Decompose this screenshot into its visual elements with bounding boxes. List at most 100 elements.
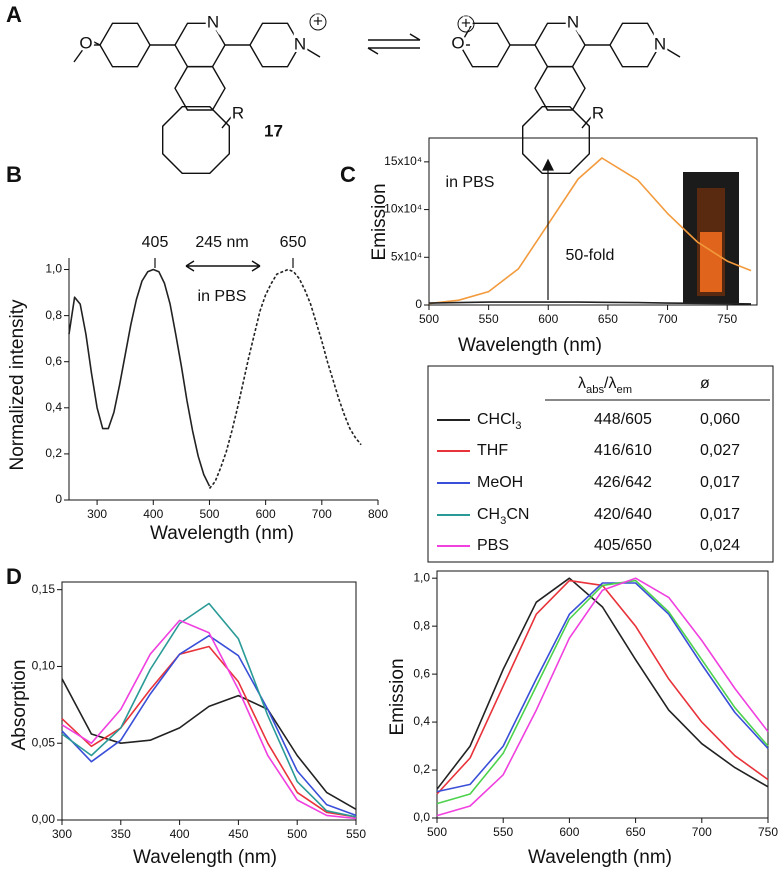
series-line bbox=[436, 579, 769, 805]
panel-label: B bbox=[6, 162, 22, 187]
x-tick-label: 800 bbox=[368, 507, 388, 521]
x-tick-label: 500 bbox=[287, 827, 307, 841]
atom-label: N bbox=[294, 34, 306, 53]
atom-label: R bbox=[232, 103, 244, 122]
series-line bbox=[436, 577, 769, 817]
y-tick-label: 1,0 bbox=[45, 262, 62, 276]
quantum-yield: 0,027 bbox=[700, 442, 740, 459]
atom-label: N bbox=[654, 34, 666, 53]
x-tick-label: 700 bbox=[312, 507, 332, 521]
ring bbox=[522, 105, 590, 175]
y-tick-label: 0,6 bbox=[413, 666, 430, 680]
bond bbox=[659, 44, 681, 58]
quantum-yield: 0,017 bbox=[700, 506, 740, 523]
peak-marker bbox=[154, 258, 294, 268]
x-tick-label: 300 bbox=[87, 507, 107, 521]
y-axis-title: Emission bbox=[387, 658, 408, 735]
series-line bbox=[428, 157, 752, 305]
x-tick-label: 650 bbox=[626, 825, 646, 839]
y-tick-label: 0,15 bbox=[32, 582, 56, 596]
plot-frame bbox=[436, 570, 769, 819]
y-tick-label: 0,05 bbox=[32, 735, 56, 749]
y-tick-label: 0 bbox=[55, 492, 62, 506]
solvent-name: MeOH bbox=[477, 474, 523, 491]
compound-number: 17 bbox=[264, 121, 283, 140]
bond bbox=[581, 115, 593, 129]
solvent-name: CH3CN bbox=[477, 506, 529, 527]
x-tick-label: 550 bbox=[493, 825, 513, 839]
wavelengths: 420/640 bbox=[594, 506, 652, 523]
series-line bbox=[61, 634, 357, 817]
annotation: 405 bbox=[142, 234, 169, 251]
bond bbox=[299, 44, 321, 58]
series-line bbox=[61, 602, 357, 818]
text-part: 3 bbox=[500, 515, 506, 527]
x-tick-label: 600 bbox=[559, 825, 579, 839]
text-part: λ bbox=[578, 375, 586, 392]
text-part: THF bbox=[477, 442, 508, 459]
y-tick-label: 10x10⁴ bbox=[384, 202, 422, 216]
table-frame bbox=[427, 365, 774, 563]
double-arrow bbox=[185, 260, 261, 272]
y-tick-label: 0,2 bbox=[45, 446, 62, 460]
x-tick-label: 500 bbox=[419, 312, 439, 326]
series-line bbox=[428, 301, 752, 305]
x-tick-label: 400 bbox=[170, 827, 190, 841]
y-tick-label: 1,0 bbox=[413, 570, 430, 584]
quantum-yield: 0,024 bbox=[700, 537, 740, 554]
increase-arrow bbox=[542, 158, 554, 300]
quantum-yield: 0,060 bbox=[700, 411, 740, 428]
y-tick-label: 15x10⁴ bbox=[384, 154, 422, 168]
atom-label: O bbox=[79, 33, 92, 52]
series-line bbox=[208, 268, 362, 490]
x-tick-label: 450 bbox=[228, 827, 248, 841]
y-tick-label: 0,00 bbox=[32, 812, 56, 826]
series-line bbox=[61, 645, 357, 818]
annotation: in PBS bbox=[446, 174, 495, 191]
wavelengths: 426/642 bbox=[594, 474, 652, 491]
equilibrium-arrows bbox=[367, 33, 421, 55]
series-line bbox=[61, 678, 357, 810]
text-part: 3 bbox=[515, 420, 521, 432]
y-tick-label: 0,4 bbox=[413, 714, 430, 728]
x-tick-label: 350 bbox=[111, 827, 131, 841]
annotation: 245 nm bbox=[195, 234, 248, 251]
atom-label: N bbox=[567, 12, 579, 31]
x-axis-title: Wavelength (nm) bbox=[458, 335, 602, 356]
charge-circle bbox=[457, 15, 475, 33]
quantum-yield: 0,017 bbox=[700, 474, 740, 491]
wavelengths: 448/605 bbox=[594, 411, 652, 428]
text-part: CHCl bbox=[477, 411, 515, 428]
bond bbox=[89, 39, 101, 46]
text-part: CN bbox=[506, 506, 529, 523]
x-tick-label: 550 bbox=[346, 827, 366, 841]
x-tick-label: 550 bbox=[479, 312, 499, 326]
text-part: /λ bbox=[604, 375, 616, 392]
x-tick-label: 500 bbox=[427, 825, 447, 839]
series-line bbox=[68, 268, 211, 487]
y-axis-title: Absorption bbox=[9, 660, 30, 751]
bond bbox=[73, 47, 85, 63]
panel-label: A bbox=[6, 2, 22, 27]
x-axis-title: Wavelength (nm) bbox=[133, 847, 277, 868]
y-tick-label: 5x10⁴ bbox=[391, 249, 422, 263]
y-tick-label: 0,4 bbox=[45, 400, 62, 414]
y-tick-label: 0,2 bbox=[413, 762, 430, 776]
bond bbox=[221, 115, 233, 129]
charge-circle bbox=[309, 13, 327, 31]
text-part: CH bbox=[477, 506, 500, 523]
y-tick-label: 0,8 bbox=[413, 618, 430, 632]
atom-label: + bbox=[313, 11, 323, 30]
panel-label: C bbox=[340, 162, 356, 187]
wavelengths: 416/610 bbox=[594, 442, 652, 459]
x-axis-title: Wavelength (nm) bbox=[528, 847, 672, 868]
y-tick-label: 0,10 bbox=[32, 659, 56, 673]
y-axis-title: Normalized intensity bbox=[7, 299, 28, 471]
ring bbox=[161, 105, 231, 175]
plot-frame bbox=[61, 581, 357, 821]
solvent-name: CHCl3 bbox=[477, 411, 521, 432]
x-tick-label: 750 bbox=[758, 825, 778, 839]
x-tick-label: 700 bbox=[692, 825, 712, 839]
